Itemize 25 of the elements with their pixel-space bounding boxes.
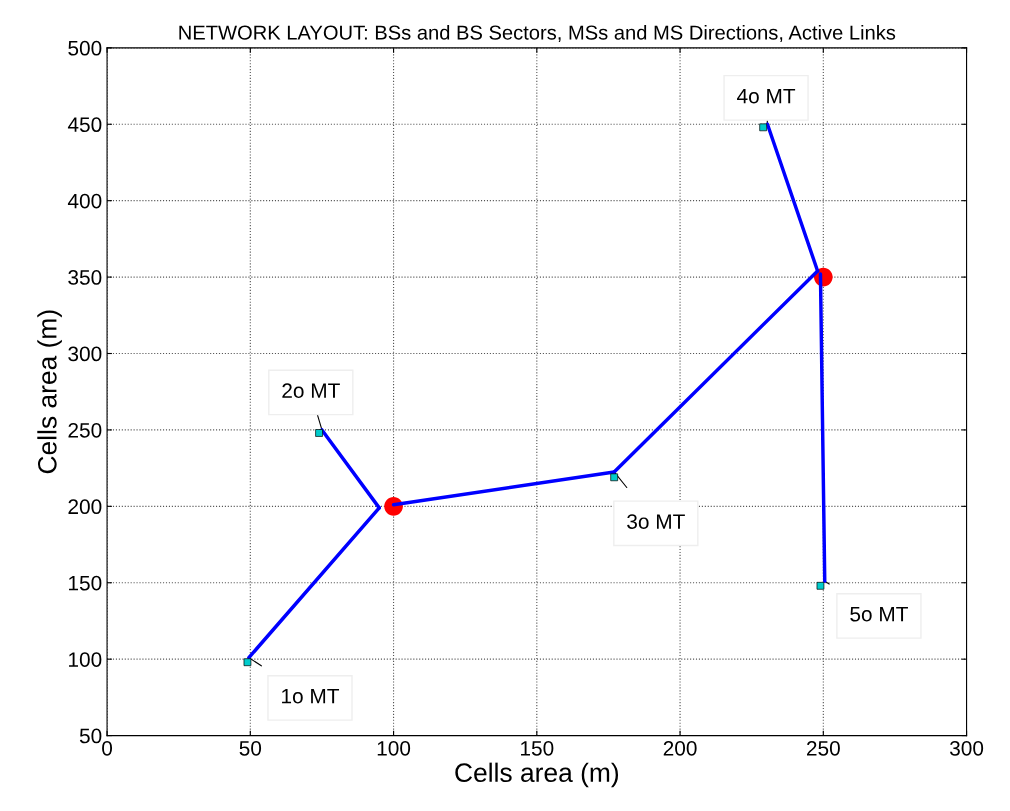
y-tick-label: 400 <box>67 193 102 209</box>
y-tick-label: 500 <box>68 40 102 56</box>
x-tick-label: 50 <box>239 740 262 756</box>
x-axis-title: Cells area (m) <box>455 762 619 788</box>
annotation: 3o MT <box>627 514 685 529</box>
y-tick-label: 50 <box>79 728 102 744</box>
x-tick-label: 100 <box>377 740 411 756</box>
y-tick-label: 150 <box>69 575 102 591</box>
annotation: 2o MT <box>282 383 340 399</box>
y-axis-title: Cells area (m) <box>37 310 62 474</box>
annotation: 5o MT <box>850 607 908 622</box>
y-tick-label: 100 <box>69 652 102 667</box>
y-tick-label: 200 <box>68 499 102 515</box>
chart-title: NETWORK LAYOUT: BSs and BS Sectors, MSs and MS Directions, Active Links <box>179 24 896 43</box>
annotation: 4o MT <box>737 88 796 104</box>
x-tick-label: 200 <box>663 740 697 756</box>
x-tick-label: 0 <box>102 740 113 756</box>
y-tick-label: 300 <box>68 346 102 362</box>
y-tick-label: 250 <box>68 422 102 438</box>
annotation: 1o MT <box>282 688 340 704</box>
x-tick-label: 250 <box>806 740 840 756</box>
x-tick-label: 150 <box>521 740 554 756</box>
y-tick-label: 450 <box>67 117 102 133</box>
x-tick-label: 300 <box>949 740 984 756</box>
y-tick-label: 350 <box>68 270 102 285</box>
